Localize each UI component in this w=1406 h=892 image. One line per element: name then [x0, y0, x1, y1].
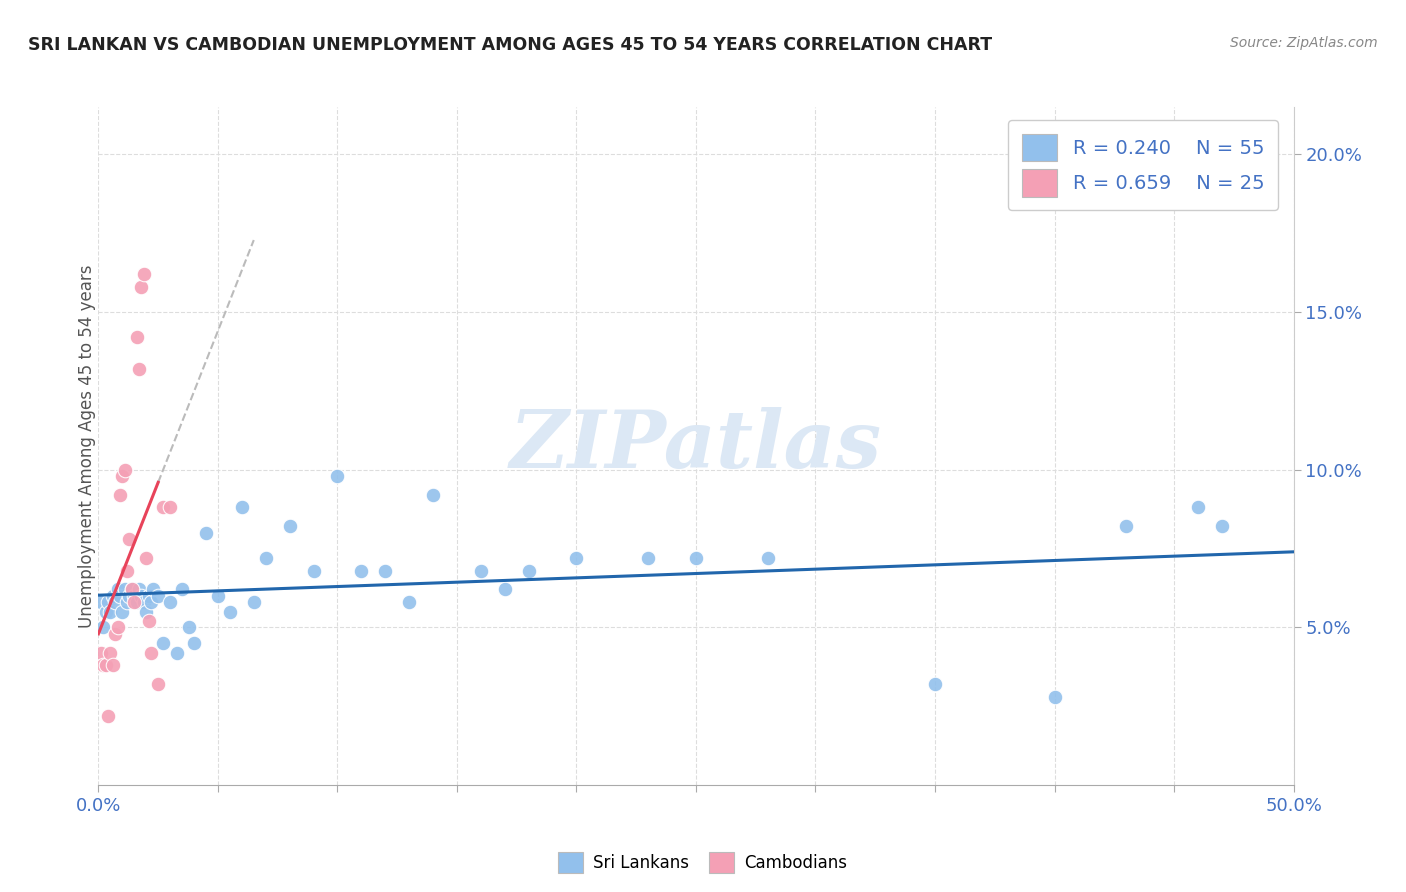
Point — [91, 658, 114, 673]
Point — [135, 605, 157, 619]
Point — [148, 589, 170, 603]
Point — [115, 564, 138, 578]
Point — [148, 677, 170, 691]
Point — [1043, 690, 1066, 704]
Point — [756, 550, 779, 565]
Point — [350, 564, 373, 578]
Point — [135, 550, 157, 565]
Point — [131, 589, 153, 603]
Point — [685, 550, 707, 565]
Point — [94, 605, 117, 619]
Point — [302, 564, 325, 578]
Point — [494, 582, 516, 597]
Point — [374, 564, 396, 578]
Y-axis label: Unemployment Among Ages 45 to 54 years: Unemployment Among Ages 45 to 54 years — [79, 264, 96, 628]
Point — [138, 614, 160, 628]
Point — [172, 582, 194, 597]
Point — [219, 605, 242, 619]
Point — [98, 605, 122, 619]
Point — [195, 525, 218, 540]
Point — [132, 595, 155, 609]
Point — [97, 595, 120, 609]
Text: SRI LANKAN VS CAMBODIAN UNEMPLOYMENT AMONG AGES 45 TO 54 YEARS CORRELATION CHART: SRI LANKAN VS CAMBODIAN UNEMPLOYMENT AMO… — [28, 36, 993, 54]
Point — [114, 463, 136, 477]
Point — [121, 582, 143, 597]
Point — [131, 279, 153, 293]
Point — [124, 595, 146, 609]
Text: ZIPatlas: ZIPatlas — [510, 408, 882, 484]
Point — [1187, 500, 1209, 515]
Point — [159, 500, 181, 515]
Point — [111, 605, 134, 619]
Point — [107, 582, 129, 597]
Point — [104, 595, 127, 609]
Point — [326, 469, 349, 483]
Point — [111, 469, 134, 483]
Point — [142, 582, 165, 597]
Point — [152, 500, 174, 515]
Point — [118, 532, 141, 546]
Point — [115, 595, 138, 609]
Point — [124, 589, 146, 603]
Point — [517, 564, 540, 578]
Legend: R = 0.240    N = 55, R = 0.659    N = 25: R = 0.240 N = 55, R = 0.659 N = 25 — [1008, 120, 1278, 211]
Point — [207, 589, 229, 603]
Point — [139, 595, 162, 609]
Point — [398, 595, 420, 609]
Point — [91, 620, 114, 634]
Point — [231, 500, 253, 515]
Point — [118, 589, 141, 603]
Point — [422, 488, 444, 502]
Point — [637, 550, 659, 565]
Point — [278, 519, 301, 533]
Point — [114, 582, 136, 597]
Text: Source: ZipAtlas.com: Source: ZipAtlas.com — [1230, 36, 1378, 50]
Point — [101, 589, 124, 603]
Point — [108, 589, 131, 603]
Point — [179, 620, 201, 634]
Point — [94, 658, 117, 673]
Point — [152, 636, 174, 650]
Point — [254, 550, 277, 565]
Point — [97, 708, 120, 723]
Point — [138, 589, 160, 603]
Point — [128, 361, 150, 376]
Point — [159, 595, 181, 609]
Point — [107, 620, 129, 634]
Point — [101, 658, 124, 673]
Point — [104, 626, 127, 640]
Point — [90, 595, 112, 609]
Point — [924, 677, 946, 691]
Point — [98, 646, 122, 660]
Legend: Sri Lankans, Cambodians: Sri Lankans, Cambodians — [551, 846, 855, 880]
Point — [243, 595, 266, 609]
Point — [121, 582, 143, 597]
Point — [1115, 519, 1137, 533]
Point — [183, 636, 205, 650]
Point — [565, 550, 588, 565]
Point — [132, 267, 155, 281]
Point — [1211, 519, 1233, 533]
Point — [128, 582, 150, 597]
Point — [108, 488, 131, 502]
Point — [90, 646, 112, 660]
Point — [125, 330, 148, 344]
Point — [139, 646, 162, 660]
Point — [125, 595, 148, 609]
Point — [166, 646, 188, 660]
Point — [470, 564, 492, 578]
